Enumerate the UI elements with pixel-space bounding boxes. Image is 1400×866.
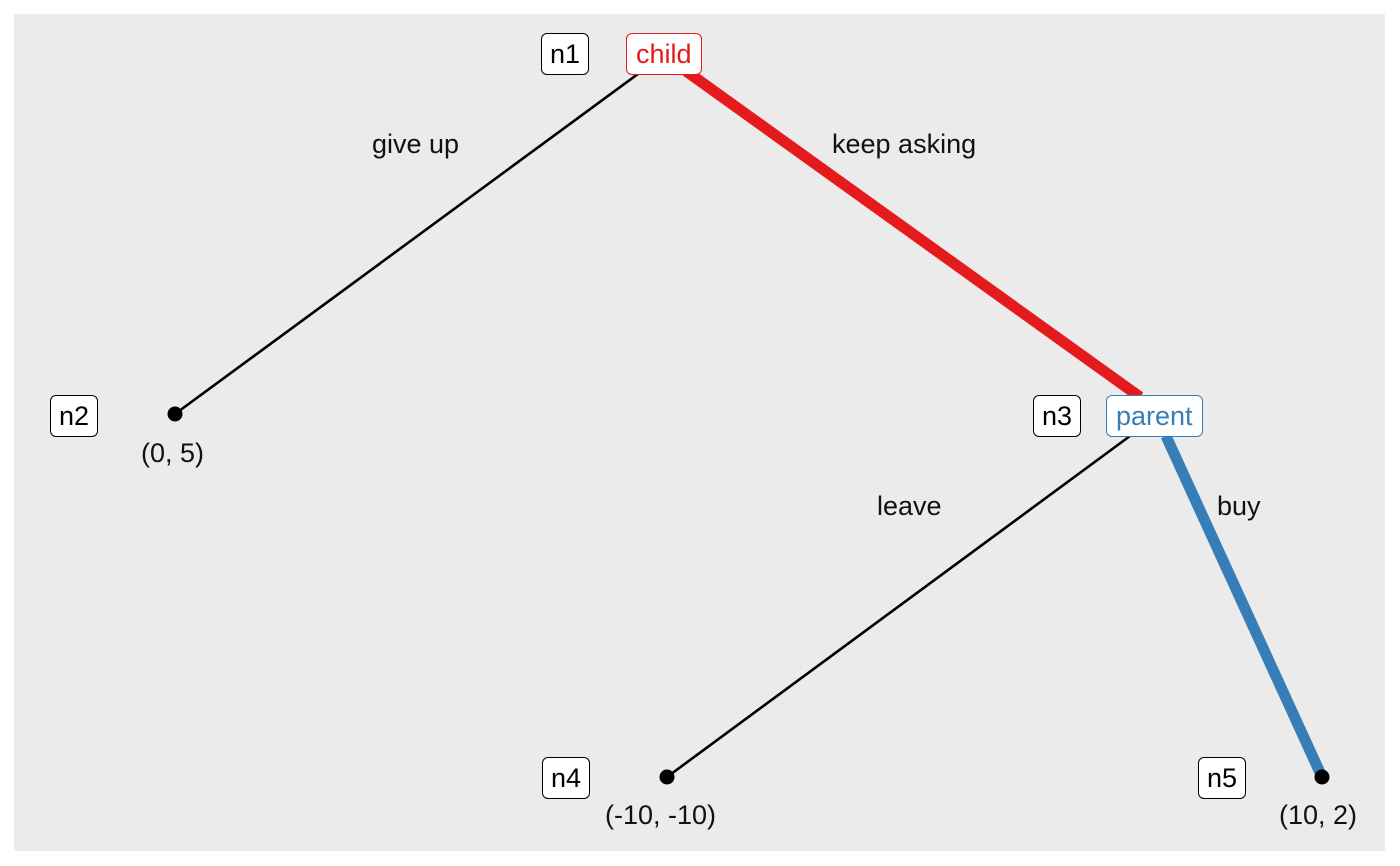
edge-give-up — [174, 69, 643, 416]
edge-buy — [1160, 433, 1328, 780]
edge-keep-asking — [682, 66, 1144, 402]
payoff-n4: (-10, -10) — [605, 800, 717, 830]
player-label-child: child — [626, 33, 702, 75]
terminal-node-n2 — [167, 406, 183, 422]
terminal-node-n4 — [659, 769, 675, 785]
action-label-give-up: give up — [372, 129, 460, 159]
action-label-leave: leave — [877, 491, 942, 521]
terminal-node-n5 — [1314, 769, 1330, 785]
player-label-parent: parent — [1106, 395, 1203, 437]
node-id-n1: n1 — [541, 33, 590, 75]
node-id-n5: n5 — [1198, 757, 1247, 799]
payoff-n5: (10, 2) — [1279, 800, 1358, 830]
action-label-keep-asking: keep asking — [832, 129, 977, 159]
node-id-n4: n4 — [542, 757, 591, 799]
action-label-buy: buy — [1217, 491, 1261, 521]
payoff-n2: (0, 5) — [141, 438, 205, 468]
node-id-n3: n3 — [1033, 395, 1082, 437]
node-id-n2: n2 — [50, 395, 99, 437]
edge-leave — [666, 434, 1131, 779]
